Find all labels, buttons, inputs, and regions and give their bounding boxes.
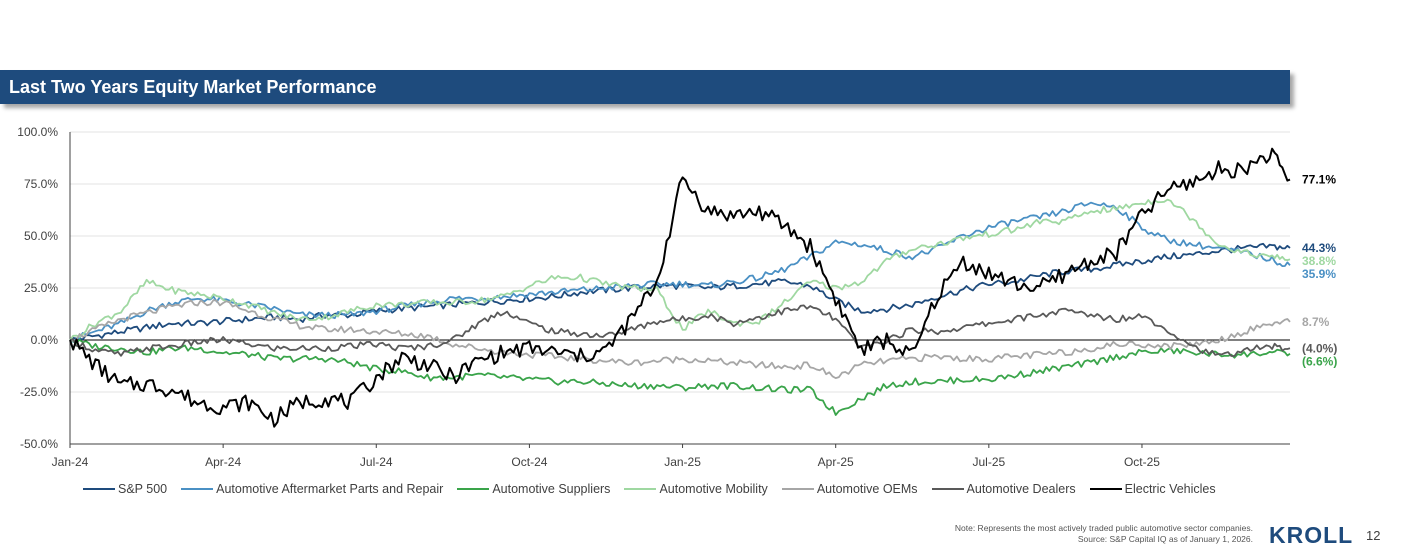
legend-label: S&P 500	[118, 482, 168, 496]
header-banner: Last Two Years Equity Market Performance	[0, 70, 1290, 104]
x-tick-label: Jul-24	[360, 455, 393, 469]
legend-item-aftermarket: Automotive Aftermarket Parts and Repair	[181, 482, 443, 496]
series-end-label: 44.3%	[1302, 241, 1336, 255]
page-title: Last Two Years Equity Market Performance	[9, 77, 377, 97]
series-line	[69, 338, 1291, 416]
x-tick-label: Jan-25	[664, 455, 701, 469]
legend-item-mobility: Automotive Mobility	[624, 482, 768, 496]
series-end-label: 8.7%	[1302, 315, 1330, 329]
series-line	[69, 304, 1291, 357]
y-tick-label: 75.0%	[24, 177, 58, 191]
y-tick-label: -25.0%	[20, 385, 58, 399]
x-tick-label: Oct-25	[1124, 455, 1160, 469]
x-tick-label: Jul-25	[972, 455, 1005, 469]
footnote: Note: Represents the most actively trade…	[955, 523, 1253, 545]
y-tick-label: 100.0%	[17, 125, 58, 139]
series-line	[69, 299, 1291, 379]
legend-swatch	[781, 487, 814, 491]
x-tick-label: Apr-25	[818, 455, 854, 469]
legend-label: Automotive Suppliers	[492, 482, 611, 496]
legend-label: Automotive OEMs	[816, 482, 918, 496]
legend-item-ev: Electric Vehicles	[1089, 482, 1216, 496]
line-chart: -50.0% -25.0% 0.0% 25.0% 50.0% 75.0% 100.0% Jan…	[17, 125, 1337, 469]
footnote-note: Note: Represents the most actively trade…	[954, 523, 1253, 533]
series-end-label: 35.9%	[1302, 267, 1336, 281]
series-line	[69, 201, 1291, 343]
legend-swatch	[83, 487, 115, 491]
y-tick-label: -50.0%	[20, 437, 58, 451]
legend-swatch	[181, 487, 214, 491]
x-tick-label: Apr-24	[205, 455, 241, 469]
legend-swatch	[931, 487, 964, 491]
y-tick-label: 50.0%	[24, 229, 58, 243]
kroll-logo: KROLL	[1269, 522, 1354, 548]
legend-item-sp500: S&P 500	[83, 482, 167, 496]
y-tick-label: 0.0%	[31, 333, 59, 347]
legend-swatch	[624, 487, 657, 491]
legend-item-dealers: Automotive Dealers	[931, 482, 1076, 496]
legend-swatch	[1089, 487, 1122, 491]
series-line	[69, 198, 1291, 341]
page-number: 12	[1366, 528, 1381, 543]
series-end-label: (6.6%)	[1302, 354, 1337, 368]
footnote-source: Source: S&P Capital IQ as of January 1, …	[1077, 534, 1253, 544]
series-end-label: 77.1%	[1302, 173, 1336, 187]
legend-label: Electric Vehicles	[1124, 482, 1216, 496]
legend-item-suppliers: Automotive Suppliers	[457, 482, 610, 496]
x-tick-label: Oct-24	[511, 455, 547, 469]
series-end-label: (4.0%)	[1302, 341, 1337, 355]
y-tick-label: 25.0%	[24, 281, 58, 295]
legend-item-oems: Automotive OEMs	[781, 482, 918, 496]
legend-label: Automotive Aftermarket Parts and Repair	[216, 482, 444, 496]
legend-label: Automotive Mobility	[659, 482, 768, 496]
x-tick-label: Jan-24	[52, 455, 89, 469]
legend-label: Automotive Dealers	[966, 482, 1076, 496]
series-end-label: 38.8%	[1302, 254, 1336, 268]
chart-legend: S&P 500 Automotive Aftermarket Parts and…	[83, 481, 1230, 497]
legend-swatch	[457, 487, 490, 491]
series-line	[69, 147, 1291, 428]
